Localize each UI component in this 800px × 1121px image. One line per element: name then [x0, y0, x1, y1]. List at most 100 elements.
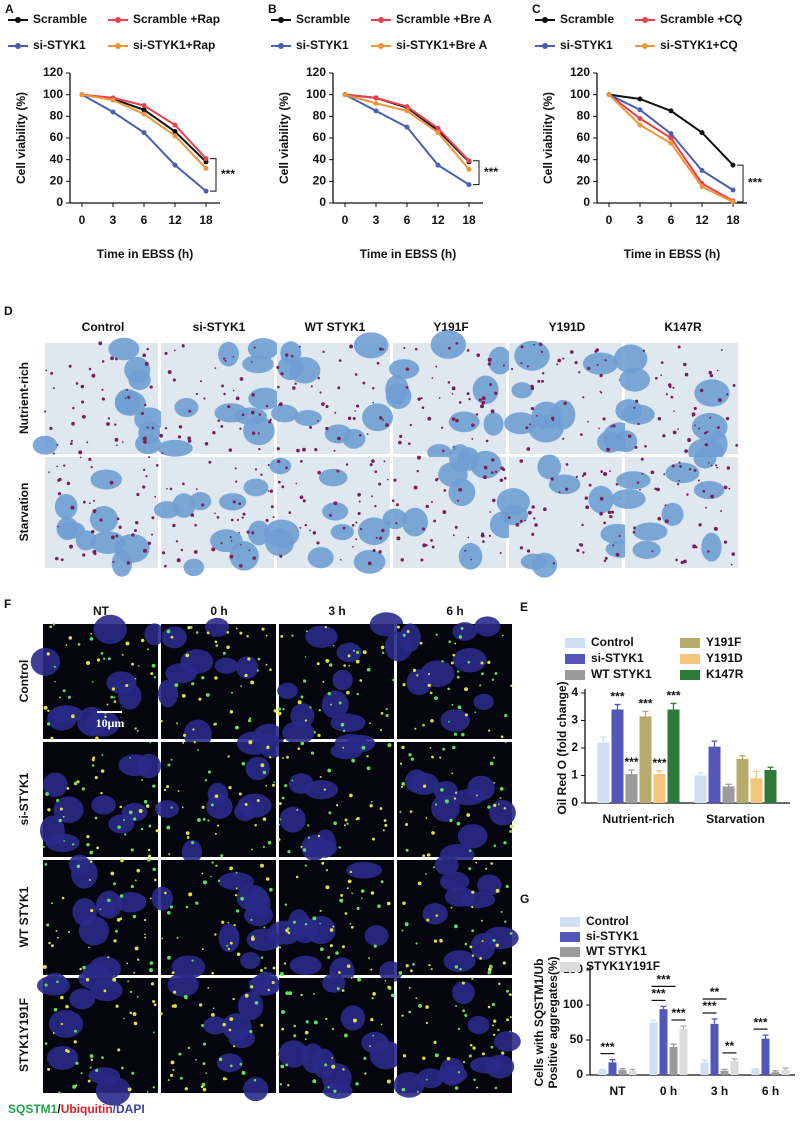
dot [319, 922, 321, 925]
dot [599, 390, 602, 393]
nucleus [154, 800, 180, 818]
dot [357, 977, 362, 982]
dot [305, 1020, 309, 1024]
nucleus [78, 968, 114, 990]
dot [110, 871, 115, 876]
bar [669, 1047, 678, 1075]
dot [212, 1007, 215, 1010]
dot [115, 929, 118, 933]
dot [298, 345, 301, 348]
dot [401, 929, 404, 932]
dot [232, 500, 236, 504]
dot [226, 645, 230, 650]
legend-label: Scramble [296, 12, 350, 26]
dot [347, 416, 352, 421]
dot [709, 416, 712, 419]
nucleus [362, 403, 394, 432]
dot [260, 863, 264, 868]
nucleus [457, 824, 488, 849]
dot [664, 519, 669, 524]
dot [134, 528, 137, 532]
dot [359, 679, 363, 682]
dot [457, 499, 460, 502]
dot [725, 416, 730, 421]
dot [205, 693, 210, 697]
dot [461, 732, 465, 737]
y-tick-label: 120 [43, 65, 63, 79]
dot [292, 920, 296, 924]
column-label: NT [93, 604, 110, 618]
dot [228, 785, 232, 790]
dot [408, 442, 411, 445]
micrograph [397, 741, 516, 866]
dot [300, 460, 303, 463]
dot [430, 968, 433, 971]
dot [362, 381, 366, 385]
dot [351, 758, 355, 763]
dot [401, 1014, 404, 1017]
dot [372, 401, 375, 404]
error-bar [701, 1059, 708, 1063]
dot [170, 1073, 174, 1077]
dot [246, 635, 249, 638]
dot [468, 397, 471, 401]
point [373, 108, 379, 114]
dot [432, 866, 435, 869]
y-tick-label: 100 [570, 87, 590, 101]
dot [657, 516, 662, 521]
dot [504, 920, 507, 923]
y-tick-label: 100 [306, 87, 326, 101]
bar [694, 775, 707, 803]
dot [134, 879, 137, 882]
dot [349, 344, 354, 349]
dot [478, 398, 482, 402]
dot [543, 507, 547, 512]
dot [409, 423, 413, 427]
dot [87, 1079, 91, 1083]
dot [288, 511, 292, 514]
y-tick-label: 60 [577, 130, 591, 144]
dot [446, 1056, 451, 1061]
dot [167, 370, 172, 375]
dot [381, 651, 385, 655]
dot [201, 805, 205, 809]
dot [194, 1058, 197, 1061]
point [466, 166, 472, 172]
dot [169, 487, 173, 491]
dot [333, 821, 337, 826]
point [637, 116, 643, 121]
y-tick-label: 80 [313, 109, 327, 123]
dot [302, 679, 307, 683]
dot [265, 634, 268, 637]
dot [356, 650, 360, 655]
dot [428, 963, 431, 967]
nucleus [114, 390, 146, 416]
dot [52, 387, 55, 390]
dot [248, 740, 253, 745]
nucleus [157, 679, 179, 708]
dot [492, 498, 496, 503]
dot [286, 755, 289, 759]
nucleus [379, 961, 403, 983]
dot [127, 395, 131, 399]
dot [111, 535, 115, 540]
dot [188, 892, 193, 897]
dot [471, 905, 474, 909]
dot [230, 518, 234, 522]
dot [309, 425, 312, 429]
dot [198, 1003, 203, 1007]
dot [156, 464, 159, 467]
significance: *** [656, 973, 670, 987]
dot [405, 367, 410, 371]
nucleus [171, 955, 206, 979]
dot [249, 1029, 253, 1034]
dot [251, 936, 255, 941]
dot [487, 970, 492, 975]
nucleus [416, 1068, 444, 1089]
x-axis-label: Time in EBSS (h) [97, 247, 193, 261]
y-tick-label: 3 [571, 713, 578, 727]
dot [362, 650, 367, 655]
dot [276, 447, 280, 451]
significance: *** [652, 756, 666, 770]
dot [70, 442, 73, 445]
